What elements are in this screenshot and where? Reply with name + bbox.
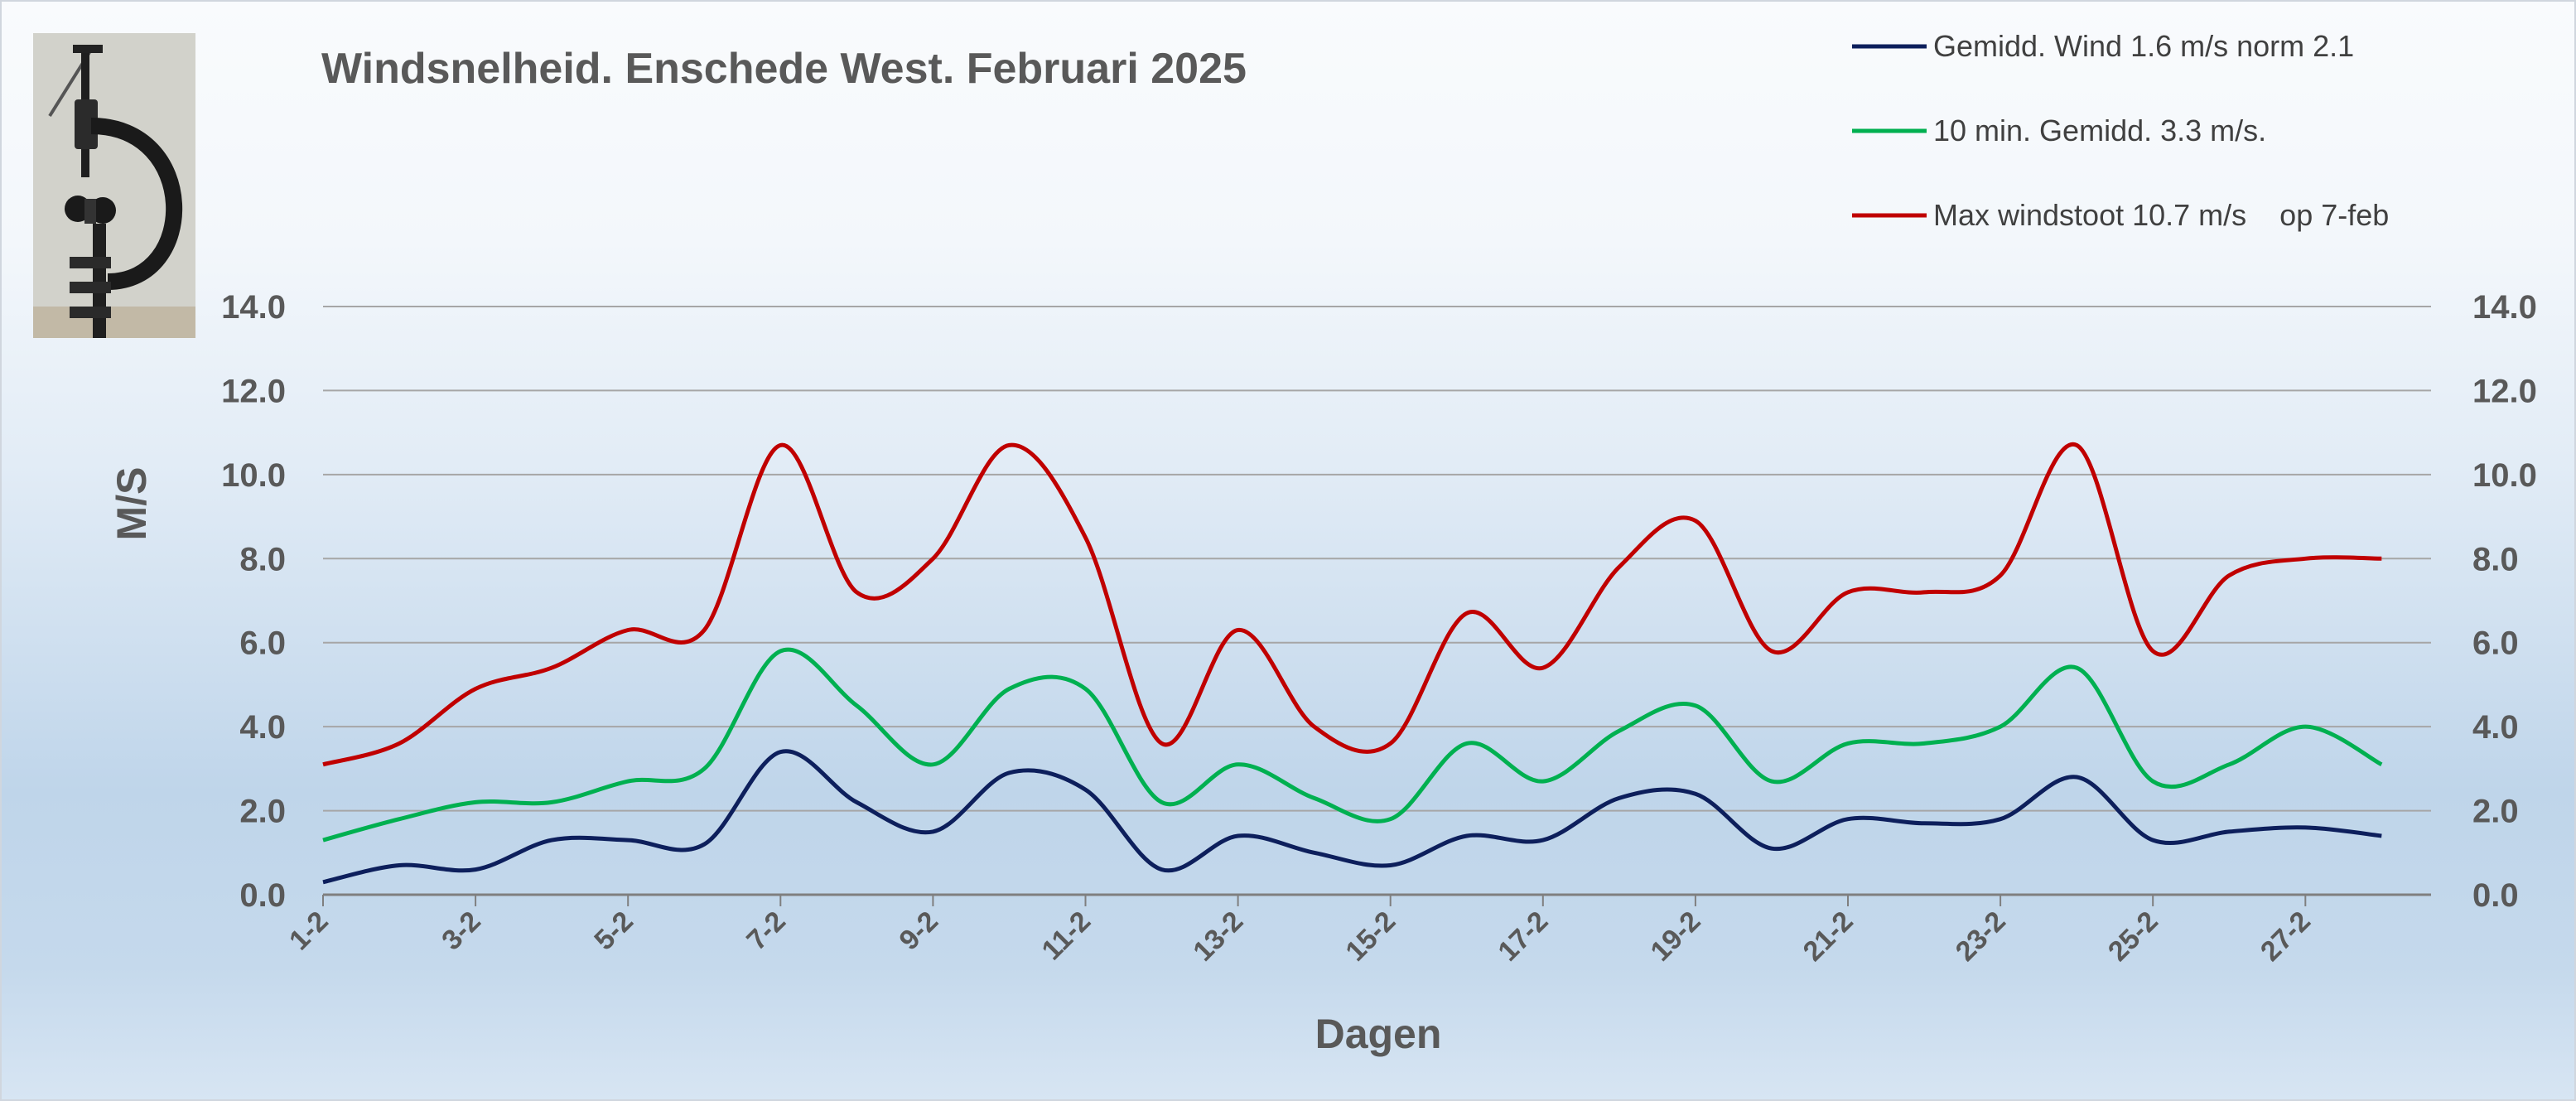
y-tick-label-left: 10.0 — [221, 457, 286, 494]
y-tick-label-right: 8.0 — [2472, 541, 2519, 577]
y-axis-title: M/S — [109, 467, 155, 541]
y-tick-label-left: 6.0 — [239, 625, 286, 662]
y-tick-label-left: 4.0 — [239, 709, 286, 746]
x-tick-label: 13-2 — [1187, 905, 1249, 968]
y-tick-label-right: 6.0 — [2472, 625, 2519, 662]
legend-label: Gemidd. Wind 1.6 m/s norm 2.1 — [1933, 29, 2354, 63]
x-tick-label: 3-2 — [436, 905, 487, 957]
y-axis-right: 0.0 2.0 4.0 6.0 8.0 10.0 12.0 14.0 — [2472, 289, 2537, 914]
y-tick-label-right: 2.0 — [2472, 794, 2519, 830]
x-tick-label: 21-2 — [1797, 905, 1860, 968]
x-tick-label: 7-2 — [740, 905, 792, 957]
y-tick-label-right: 4.0 — [2472, 709, 2519, 746]
y-tick-label-left: 8.0 — [239, 541, 286, 577]
x-axis: 1-2 3-2 5-2 7-2 9-2 11-2 13-2 15-2 17-2 19-2 21-2 2… — [283, 895, 2317, 968]
y-tick-label-right: 0.0 — [2472, 877, 2519, 914]
y-tick-label-left: 2.0 — [239, 794, 286, 830]
x-tick-label: 11-2 — [1035, 905, 1097, 967]
chart-title: Windsnelheid. Enschede West. Februari 20… — [321, 45, 1247, 93]
legend-label: 10 min. Gemidd. 3.3 m/s. — [1933, 113, 2266, 147]
x-tick-label: 23-2 — [1950, 905, 2012, 968]
legend: Gemidd. Wind 1.6 m/s norm 2.1 10 min. Gem… — [1852, 29, 2389, 232]
x-tick-label: 9-2 — [893, 905, 944, 957]
anemometer-photo — [33, 33, 195, 338]
x-tick-label: 15-2 — [1339, 905, 1401, 968]
x-tick-label: 19-2 — [1645, 905, 1707, 968]
x-tick-label: 25-2 — [2102, 905, 2164, 968]
x-tick-label: 5-2 — [588, 905, 639, 957]
y-axis-left: 0.0 2.0 4.0 6.0 8.0 10.0 12.0 14.0 — [221, 289, 286, 914]
anemometer-illustration — [33, 33, 195, 338]
y-tick-label-right: 10.0 — [2472, 457, 2537, 494]
series-lines — [322, 442, 2383, 885]
series-line — [322, 442, 2382, 767]
x-tick-label: 1-2 — [283, 905, 335, 957]
y-tick-label-right: 14.0 — [2472, 289, 2537, 326]
x-axis-title: Dagen — [1315, 1011, 1442, 1057]
y-tick-label-left: 12.0 — [221, 373, 286, 409]
legend-label: Max windstoot 10.7 m/s op 7-feb — [1933, 198, 2389, 232]
x-tick-label: 27-2 — [2255, 905, 2317, 968]
y-tick-label-left: 14.0 — [221, 289, 286, 326]
x-tick-label: 17-2 — [1492, 905, 1554, 968]
series-line — [322, 749, 2382, 885]
y-tick-label-left: 0.0 — [239, 877, 286, 914]
series-line — [322, 647, 2383, 843]
y-tick-label-right: 12.0 — [2472, 373, 2537, 409]
